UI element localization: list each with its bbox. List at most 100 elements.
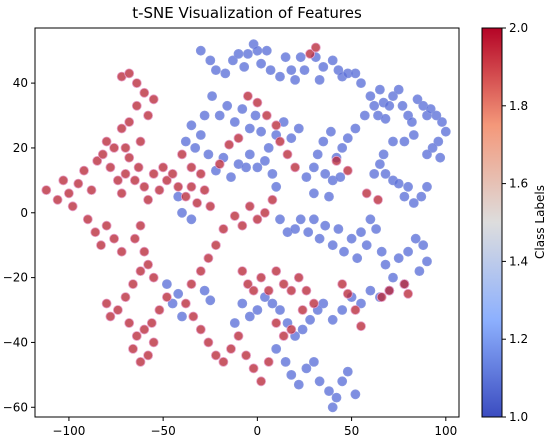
point-class-2 bbox=[241, 350, 252, 361]
point-class-2 bbox=[261, 110, 272, 121]
point-class-2 bbox=[242, 91, 253, 101]
point-class-2 bbox=[120, 142, 131, 153]
point-class-1 bbox=[275, 305, 285, 315]
y-tick-label: −60 bbox=[3, 400, 28, 414]
point-class-1 bbox=[180, 136, 191, 147]
point-class-1 bbox=[346, 233, 357, 244]
point-class-1 bbox=[256, 58, 267, 69]
point-class-2 bbox=[199, 185, 210, 196]
y-tick-label: −20 bbox=[3, 271, 28, 285]
point-class-2 bbox=[384, 285, 395, 296]
colorbar-tick-label: 2.0 bbox=[509, 21, 528, 35]
point-class-1 bbox=[259, 155, 270, 166]
point-class-2 bbox=[278, 279, 289, 290]
point-class-2 bbox=[82, 214, 93, 225]
point-class-1 bbox=[410, 233, 421, 244]
point-class-2 bbox=[214, 159, 225, 170]
point-class-2 bbox=[186, 181, 197, 192]
point-class-1 bbox=[380, 259, 391, 270]
point-class-2 bbox=[256, 272, 267, 283]
point-class-2 bbox=[237, 266, 248, 277]
point-class-2 bbox=[290, 162, 301, 173]
point-class-1 bbox=[414, 266, 425, 277]
point-class-1 bbox=[293, 379, 304, 390]
point-class-2 bbox=[90, 227, 101, 238]
point-class-2 bbox=[135, 266, 146, 277]
point-class-2 bbox=[133, 162, 144, 173]
scatter-points bbox=[41, 39, 451, 413]
point-class-1 bbox=[376, 246, 387, 257]
point-class-1 bbox=[418, 240, 429, 251]
point-class-2 bbox=[195, 324, 206, 335]
point-class-1 bbox=[384, 100, 395, 111]
point-class-2 bbox=[356, 321, 366, 332]
point-class-1 bbox=[412, 94, 423, 105]
point-class-1 bbox=[290, 224, 301, 234]
point-class-1 bbox=[229, 117, 240, 127]
point-class-2 bbox=[64, 188, 74, 199]
point-class-1 bbox=[308, 214, 319, 225]
point-class-2 bbox=[131, 331, 142, 341]
point-class-2 bbox=[271, 318, 282, 328]
point-class-2 bbox=[124, 318, 135, 328]
point-class-1 bbox=[350, 68, 361, 79]
point-class-1 bbox=[205, 55, 216, 66]
point-class-1 bbox=[318, 136, 329, 147]
point-class-2 bbox=[143, 194, 154, 205]
point-class-2 bbox=[203, 337, 214, 348]
point-class-1 bbox=[303, 227, 314, 238]
point-class-1 bbox=[365, 91, 376, 101]
point-class-1 bbox=[263, 142, 274, 153]
point-class-1 bbox=[337, 305, 348, 315]
point-class-2 bbox=[131, 100, 142, 111]
point-class-2 bbox=[242, 279, 253, 290]
point-class-2 bbox=[135, 356, 146, 367]
point-class-2 bbox=[271, 266, 282, 277]
point-class-1 bbox=[280, 52, 291, 63]
point-class-1 bbox=[222, 100, 233, 111]
point-class-2 bbox=[403, 288, 414, 299]
point-class-1 bbox=[356, 298, 366, 309]
point-class-1 bbox=[365, 285, 376, 296]
point-class-2 bbox=[376, 292, 387, 303]
point-class-2 bbox=[267, 194, 278, 205]
point-class-2 bbox=[180, 298, 191, 309]
point-class-1 bbox=[371, 224, 382, 234]
point-class-2 bbox=[173, 181, 184, 192]
point-class-1 bbox=[425, 104, 436, 114]
point-class-2 bbox=[143, 350, 154, 361]
point-class-1 bbox=[369, 100, 380, 111]
point-class-1 bbox=[207, 91, 218, 101]
point-class-2 bbox=[109, 233, 119, 244]
point-class-2 bbox=[154, 305, 165, 315]
point-class-1 bbox=[312, 149, 323, 160]
point-class-2 bbox=[139, 181, 150, 192]
point-class-1 bbox=[286, 65, 297, 75]
point-class-2 bbox=[124, 68, 135, 79]
point-class-1 bbox=[195, 130, 206, 140]
colorbar-tick-label: 1.2 bbox=[509, 332, 528, 346]
point-class-1 bbox=[252, 305, 263, 315]
point-class-2 bbox=[105, 311, 116, 322]
point-class-1 bbox=[177, 311, 187, 322]
point-class-2 bbox=[244, 201, 255, 212]
point-class-2 bbox=[52, 194, 63, 205]
point-class-1 bbox=[320, 220, 331, 231]
point-class-2 bbox=[342, 165, 353, 176]
point-class-1 bbox=[186, 214, 197, 225]
point-class-1 bbox=[342, 133, 353, 144]
point-class-1 bbox=[173, 288, 184, 299]
point-class-2 bbox=[195, 168, 206, 179]
point-class-2 bbox=[271, 120, 282, 131]
point-class-2 bbox=[124, 117, 135, 127]
point-class-2 bbox=[101, 136, 112, 147]
point-class-2 bbox=[186, 162, 197, 173]
point-class-2 bbox=[361, 188, 372, 199]
point-class-2 bbox=[124, 152, 135, 163]
point-class-1 bbox=[325, 126, 336, 137]
point-class-2 bbox=[237, 220, 248, 231]
point-class-2 bbox=[67, 201, 78, 212]
point-class-2 bbox=[116, 123, 127, 134]
point-class-1 bbox=[271, 181, 282, 192]
